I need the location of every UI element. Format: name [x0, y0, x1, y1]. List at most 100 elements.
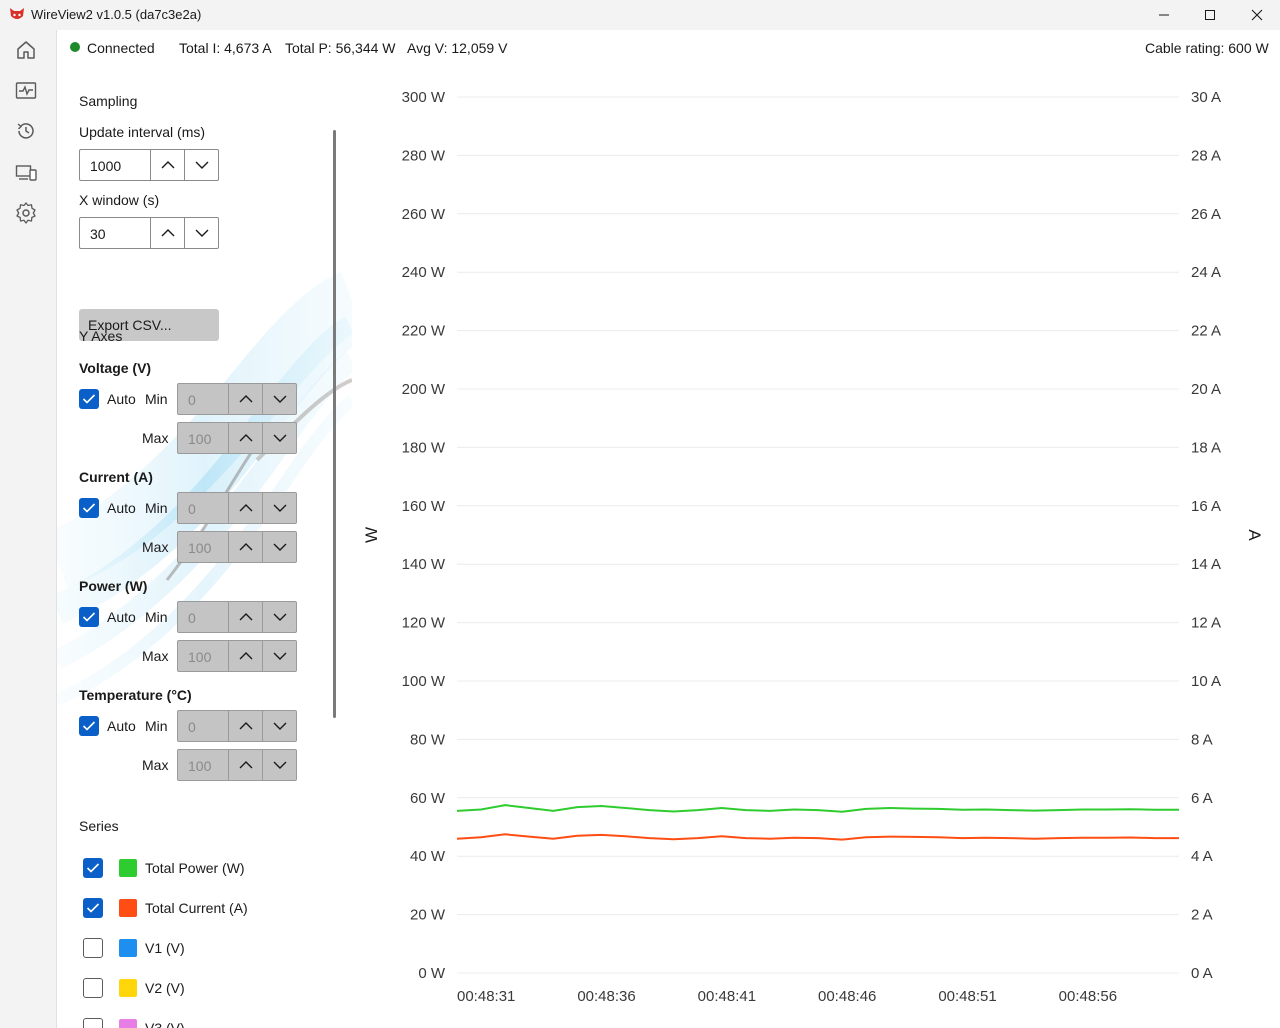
voltage-axis-title: Voltage (V) [79, 360, 152, 376]
power-max-stepper[interactable]: 100 [177, 640, 297, 672]
current-min-value: 0 [188, 501, 196, 517]
y-left-tick-label: 240 W [402, 264, 446, 281]
power-min-increase[interactable] [228, 602, 262, 632]
current-min-decrease[interactable] [262, 493, 296, 523]
series-label: V2 (V) [145, 980, 185, 996]
series-checkbox[interactable] [83, 1018, 103, 1028]
close-icon [1251, 9, 1263, 21]
checkmark-icon [86, 903, 100, 913]
series-checkbox[interactable] [83, 858, 103, 878]
chevron-down-icon [273, 543, 286, 551]
x-window-stepper[interactable]: 30 [79, 217, 219, 249]
series-checkbox[interactable] [83, 938, 103, 958]
voltage-min-value: 0 [188, 392, 196, 408]
nav-home-button[interactable] [14, 38, 38, 62]
maximize-button[interactable] [1187, 0, 1233, 30]
update-interval-stepper[interactable]: 1000 [79, 149, 219, 181]
chevron-up-icon [239, 722, 252, 730]
x-window-value[interactable]: 30 [90, 226, 106, 242]
y-left-axis-label: W [362, 527, 381, 543]
export-csv-button[interactable]: Export CSV... [79, 309, 219, 341]
y-left-tick-label: 120 W [402, 615, 446, 632]
series-checkbox[interactable] [83, 978, 103, 998]
y-left-tick-label: 100 W [402, 673, 446, 690]
update-interval-label: Update interval (ms) [79, 124, 206, 140]
power-current-chart: 0 W 0 A 20 W 2 A 40 W 4 A 60 W 6 A 80 W 8 A 100 W 1… [362, 89, 1264, 1005]
power-max-label: Max [142, 648, 169, 664]
voltage-min-increase[interactable] [228, 384, 262, 414]
temperature-max-label: Max [142, 757, 169, 773]
temperature-max-stepper[interactable]: 100 [177, 749, 297, 781]
series-line [456, 833, 1179, 841]
panel-scrollbar[interactable] [333, 130, 336, 718]
current-max-decrease[interactable] [262, 532, 296, 562]
y-right-tick-label: 24 A [1191, 264, 1221, 281]
nav-monitor-button[interactable] [14, 79, 38, 103]
voltage-auto-checkbox[interactable] [79, 389, 99, 409]
current-min-stepper[interactable]: 0 [177, 492, 297, 524]
power-max-decrease[interactable] [262, 641, 296, 671]
home-icon [17, 41, 35, 59]
voltage-max-stepper[interactable]: 100 [177, 422, 297, 454]
series-color-swatch [119, 979, 137, 997]
power-max-increase[interactable] [228, 641, 262, 671]
maximize-icon [1205, 10, 1215, 20]
checkmark-icon [82, 394, 96, 404]
x-window-increase[interactable] [150, 218, 184, 248]
series-color-swatch [119, 1019, 137, 1028]
chevron-up-icon [239, 434, 252, 442]
y-left-tick-label: 200 W [402, 381, 446, 398]
current-auto-checkbox[interactable] [79, 498, 99, 518]
chevron-down-icon [273, 613, 286, 621]
chevron-down-icon [273, 434, 286, 442]
power-min-label: Min [145, 609, 168, 625]
current-min-increase[interactable] [228, 493, 262, 523]
nav-settings-button[interactable] [14, 201, 38, 225]
temperature-min-increase[interactable] [228, 711, 262, 741]
y-left-tick-label: 260 W [402, 206, 446, 223]
power-auto-checkbox[interactable] [79, 607, 99, 627]
main-content: Connected Total I: 4,673 A Total P: 56,3… [57, 30, 1280, 1028]
voltage-max-increase[interactable] [228, 423, 262, 453]
power-axis-title: Power (W) [79, 578, 148, 594]
update-interval-decrease[interactable] [184, 150, 218, 180]
y-right-tick-label: 4 A [1191, 848, 1213, 865]
current-max-increase[interactable] [228, 532, 262, 562]
voltage-min-decrease[interactable] [262, 384, 296, 414]
temperature-max-decrease[interactable] [262, 750, 296, 780]
title-bar: WireView2 v1.0.5 (da7c3e2a) [0, 0, 1280, 30]
decorative-wave-background [57, 272, 352, 706]
voltage-min-stepper[interactable]: 0 [177, 383, 297, 415]
temperature-min-stepper[interactable]: 0 [177, 710, 297, 742]
status-bar: Connected Total I: 4,673 A Total P: 56,3… [57, 30, 1280, 66]
y-right-tick-label: 10 A [1191, 673, 1221, 690]
voltage-max-decrease[interactable] [262, 423, 296, 453]
temperature-max-increase[interactable] [228, 750, 262, 780]
update-interval-increase[interactable] [150, 150, 184, 180]
y-right-tick-label: 12 A [1191, 615, 1221, 632]
nav-history-button[interactable] [14, 119, 38, 143]
current-max-stepper[interactable]: 100 [177, 531, 297, 563]
temperature-min-decrease[interactable] [262, 711, 296, 741]
y-right-tick-label: 14 A [1191, 556, 1221, 573]
nav-devices-button[interactable] [14, 161, 38, 185]
x-window-decrease[interactable] [184, 218, 218, 248]
checkmark-icon [82, 612, 96, 622]
power-min-stepper[interactable]: 0 [177, 601, 297, 633]
temperature-auto-checkbox[interactable] [79, 716, 99, 736]
current-min-label: Min [145, 500, 168, 516]
series-label: V1 (V) [145, 940, 185, 956]
x-tick-label: 00:48:56 [1059, 988, 1117, 1005]
minimize-button[interactable] [1141, 0, 1187, 30]
update-interval-value[interactable]: 1000 [90, 158, 122, 174]
monitor-graph-icon [15, 82, 37, 99]
chevron-up-icon [239, 543, 252, 551]
y-left-tick-label: 220 W [402, 323, 446, 340]
series-checkbox[interactable] [83, 898, 103, 918]
chevron-up-icon [239, 504, 252, 512]
minimize-icon [1159, 14, 1169, 16]
close-button[interactable] [1234, 0, 1280, 30]
y-right-tick-label: 0 A [1191, 965, 1213, 982]
sampling-heading: Sampling [79, 93, 138, 109]
power-min-decrease[interactable] [262, 602, 296, 632]
